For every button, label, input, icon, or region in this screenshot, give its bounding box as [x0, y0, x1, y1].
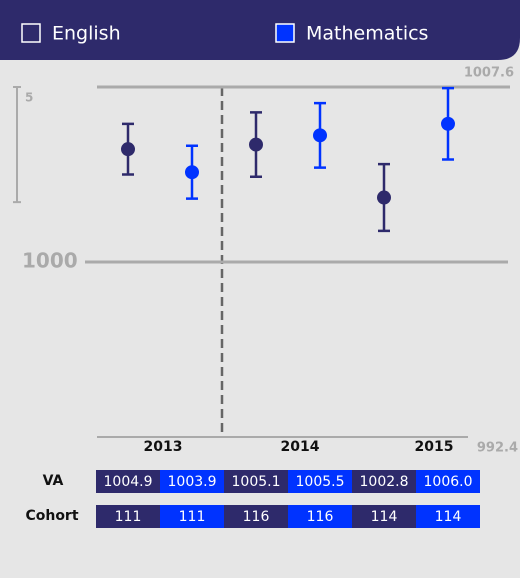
x-tick-label: 2014: [281, 439, 320, 455]
table-value: 1005.5: [296, 474, 345, 490]
table-cell: [352, 470, 416, 493]
table-cell: [352, 505, 416, 528]
table-cell: [416, 505, 480, 528]
table-value: 1006.0: [424, 474, 473, 490]
table-value: 1005.1: [232, 474, 281, 490]
table-cell: [96, 505, 160, 528]
point: [313, 128, 327, 143]
table-cell: [288, 505, 352, 528]
legend-checkbox[interactable]: [275, 23, 295, 43]
scale-bar: [13, 86, 21, 204]
point: [121, 142, 135, 157]
point: [377, 190, 391, 205]
table-value: 1004.9: [104, 474, 153, 490]
legend-checkbox[interactable]: [21, 23, 41, 43]
x-tick-label: 2015: [415, 439, 454, 455]
table-cell: [160, 470, 224, 493]
row-label: Cohort: [25, 508, 78, 524]
row-label: VA: [43, 473, 64, 489]
table-value: 111: [179, 509, 206, 525]
table-value: 114: [371, 509, 398, 525]
point: [441, 116, 455, 131]
point: [249, 137, 263, 152]
table-cell: [96, 470, 160, 493]
table-value: 1002.8: [360, 474, 409, 490]
table-value: 111: [115, 509, 142, 525]
x-tick-label: 2013: [144, 439, 183, 455]
y-tick-label: 992.4: [477, 441, 518, 456]
legend-label[interactable]: English: [52, 23, 121, 45]
point: [185, 165, 199, 180]
legend-label[interactable]: Mathematics: [306, 23, 428, 45]
table-cell: [288, 470, 352, 493]
table-cell: [224, 470, 288, 493]
table-value: 1003.9: [168, 474, 217, 490]
y-tick-label: 1007.6: [464, 66, 514, 81]
table-value: 114: [435, 509, 462, 525]
table-value: 116: [307, 509, 334, 525]
table-cell: [416, 470, 480, 493]
scale-label: 5: [25, 91, 33, 105]
header: [0, 0, 520, 60]
table-cell: [224, 505, 288, 528]
table-value: 116: [243, 509, 270, 525]
table-cell: [160, 505, 224, 528]
y-tick-label: 1000: [22, 249, 78, 273]
